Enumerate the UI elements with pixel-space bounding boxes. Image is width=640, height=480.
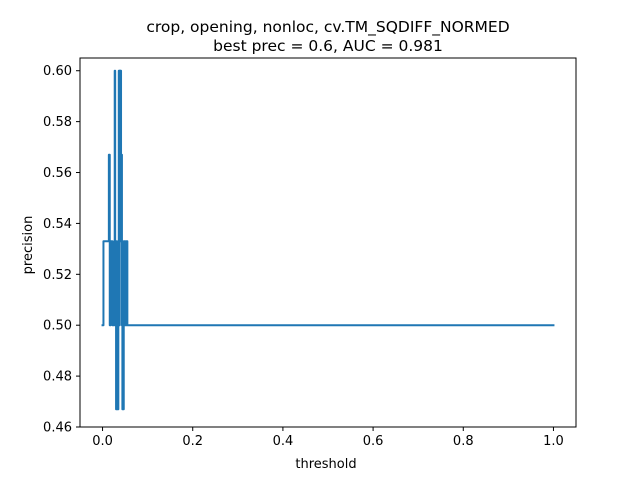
x-tick-label: 0.6 (363, 434, 384, 449)
x-tick-label: 1.0 (543, 434, 564, 449)
x-tick-label: 0.8 (453, 434, 474, 449)
chart-title-line2: best prec = 0.6, AUC = 0.981 (213, 37, 443, 55)
x-axis-ticks: 0.0 0.2 0.4 0.6 0.8 1.0 (92, 427, 564, 449)
x-tick-label: 0.0 (92, 434, 113, 449)
x-tick-label: 0.4 (273, 434, 294, 449)
x-axis-label: threshold (295, 457, 356, 472)
series-line-0 (101, 69, 555, 411)
y-tick-label: 0.54 (43, 217, 72, 232)
y-tick-label: 0.52 (43, 268, 72, 283)
y-tick-label: 0.60 (43, 64, 72, 79)
y-tick-label: 0.58 (43, 115, 72, 130)
y-tick-label: 0.56 (43, 166, 72, 181)
plot-background (80, 58, 576, 427)
axes-border (79, 57, 577, 428)
axes-frame (79, 57, 577, 428)
y-tick-label: 0.46 (43, 421, 72, 436)
chart-title-line1: crop, opening, nonloc, cv.TM_SQDIFF_NORM… (146, 18, 509, 37)
x-tick-label: 0.2 (182, 434, 203, 449)
y-tick-label: 0.50 (43, 319, 72, 334)
y-axis-ticks: 0.46 0.48 0.50 0.52 0.54 0.56 0.58 0.60 (43, 64, 80, 436)
y-tick-label: 0.48 (43, 370, 72, 385)
y-axis-label: precision (21, 216, 36, 275)
series-layer (101, 69, 555, 411)
plot-area (80, 58, 576, 427)
